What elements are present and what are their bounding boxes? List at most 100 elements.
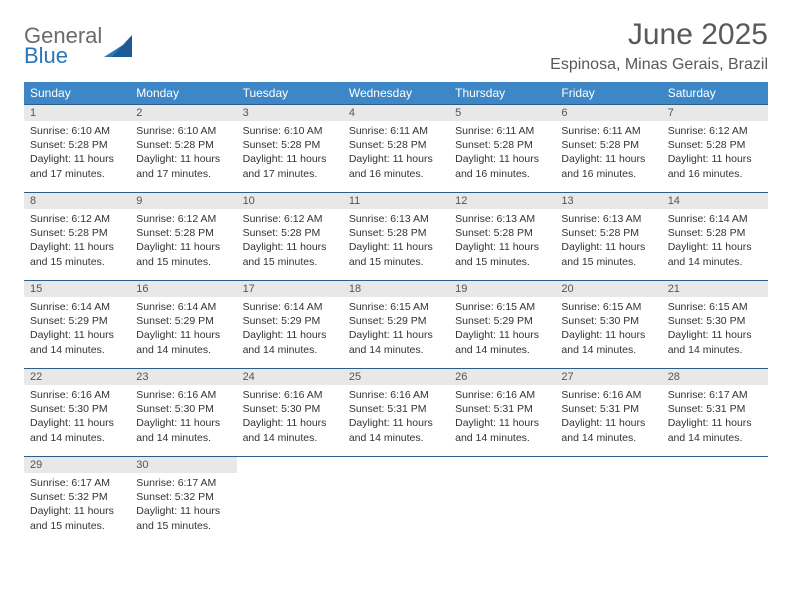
weekday-header: Saturday — [662, 82, 768, 105]
day-info: Sunrise: 6:14 AMSunset: 5:29 PMDaylight:… — [237, 297, 343, 361]
calendar-cell: 8Sunrise: 6:12 AMSunset: 5:28 PMDaylight… — [24, 193, 130, 281]
day-info: Sunrise: 6:13 AMSunset: 5:28 PMDaylight:… — [449, 209, 555, 273]
day-info: Sunrise: 6:16 AMSunset: 5:31 PMDaylight:… — [343, 385, 449, 449]
calendar-week-row: 8Sunrise: 6:12 AMSunset: 5:28 PMDaylight… — [24, 193, 768, 281]
day-number: 3 — [237, 105, 343, 121]
day-info: Sunrise: 6:11 AMSunset: 5:28 PMDaylight:… — [449, 121, 555, 185]
day-number: 24 — [237, 369, 343, 385]
calendar-cell: 22Sunrise: 6:16 AMSunset: 5:30 PMDayligh… — [24, 369, 130, 457]
day-number: 14 — [662, 193, 768, 209]
logo-word-blue: Blue — [24, 46, 102, 66]
calendar-cell — [662, 457, 768, 545]
day-number: 1 — [24, 105, 130, 121]
calendar-cell: 15Sunrise: 6:14 AMSunset: 5:29 PMDayligh… — [24, 281, 130, 369]
calendar-cell — [343, 457, 449, 545]
day-info: Sunrise: 6:12 AMSunset: 5:28 PMDaylight:… — [130, 209, 236, 273]
calendar-cell: 6Sunrise: 6:11 AMSunset: 5:28 PMDaylight… — [555, 105, 661, 193]
calendar-week-row: 22Sunrise: 6:16 AMSunset: 5:30 PMDayligh… — [24, 369, 768, 457]
day-info: Sunrise: 6:13 AMSunset: 5:28 PMDaylight:… — [343, 209, 449, 273]
day-number: 23 — [130, 369, 236, 385]
day-info: Sunrise: 6:10 AMSunset: 5:28 PMDaylight:… — [237, 121, 343, 185]
month-title: June 2025 — [550, 18, 768, 52]
day-number: 27 — [555, 369, 661, 385]
day-number: 6 — [555, 105, 661, 121]
calendar-body: 1Sunrise: 6:10 AMSunset: 5:28 PMDaylight… — [24, 105, 768, 545]
day-number: 20 — [555, 281, 661, 297]
calendar-cell: 4Sunrise: 6:11 AMSunset: 5:28 PMDaylight… — [343, 105, 449, 193]
calendar-week-row: 29Sunrise: 6:17 AMSunset: 5:32 PMDayligh… — [24, 457, 768, 545]
calendar-cell: 25Sunrise: 6:16 AMSunset: 5:31 PMDayligh… — [343, 369, 449, 457]
day-number: 13 — [555, 193, 661, 209]
title-block: June 2025 Espinosa, Minas Gerais, Brazil — [550, 18, 768, 74]
weekday-header-row: Sunday Monday Tuesday Wednesday Thursday… — [24, 82, 768, 105]
calendar-cell: 14Sunrise: 6:14 AMSunset: 5:28 PMDayligh… — [662, 193, 768, 281]
day-info: Sunrise: 6:17 AMSunset: 5:32 PMDaylight:… — [24, 473, 130, 537]
day-info: Sunrise: 6:10 AMSunset: 5:28 PMDaylight:… — [130, 121, 236, 185]
day-info: Sunrise: 6:14 AMSunset: 5:29 PMDaylight:… — [24, 297, 130, 361]
day-info: Sunrise: 6:11 AMSunset: 5:28 PMDaylight:… — [555, 121, 661, 185]
day-number: 22 — [24, 369, 130, 385]
calendar-cell: 21Sunrise: 6:15 AMSunset: 5:30 PMDayligh… — [662, 281, 768, 369]
calendar-cell: 20Sunrise: 6:15 AMSunset: 5:30 PMDayligh… — [555, 281, 661, 369]
day-number: 7 — [662, 105, 768, 121]
weekday-header: Monday — [130, 82, 236, 105]
day-info: Sunrise: 6:14 AMSunset: 5:28 PMDaylight:… — [662, 209, 768, 273]
weekday-header: Friday — [555, 82, 661, 105]
day-info: Sunrise: 6:17 AMSunset: 5:32 PMDaylight:… — [130, 473, 236, 537]
day-info: Sunrise: 6:15 AMSunset: 5:30 PMDaylight:… — [555, 297, 661, 361]
day-info: Sunrise: 6:12 AMSunset: 5:28 PMDaylight:… — [24, 209, 130, 273]
day-info: Sunrise: 6:16 AMSunset: 5:31 PMDaylight:… — [555, 385, 661, 449]
day-info: Sunrise: 6:12 AMSunset: 5:28 PMDaylight:… — [662, 121, 768, 185]
day-info: Sunrise: 6:13 AMSunset: 5:28 PMDaylight:… — [555, 209, 661, 273]
calendar-cell: 28Sunrise: 6:17 AMSunset: 5:31 PMDayligh… — [662, 369, 768, 457]
header-row: General Blue June 2025 Espinosa, Minas G… — [24, 18, 768, 74]
calendar-cell: 17Sunrise: 6:14 AMSunset: 5:29 PMDayligh… — [237, 281, 343, 369]
day-info: Sunrise: 6:17 AMSunset: 5:31 PMDaylight:… — [662, 385, 768, 449]
day-number: 10 — [237, 193, 343, 209]
day-info: Sunrise: 6:16 AMSunset: 5:31 PMDaylight:… — [449, 385, 555, 449]
day-number: 9 — [130, 193, 236, 209]
day-number: 16 — [130, 281, 236, 297]
calendar-cell: 19Sunrise: 6:15 AMSunset: 5:29 PMDayligh… — [449, 281, 555, 369]
day-number: 18 — [343, 281, 449, 297]
day-number: 4 — [343, 105, 449, 121]
calendar-cell: 24Sunrise: 6:16 AMSunset: 5:30 PMDayligh… — [237, 369, 343, 457]
weekday-header: Thursday — [449, 82, 555, 105]
day-number: 11 — [343, 193, 449, 209]
day-info: Sunrise: 6:16 AMSunset: 5:30 PMDaylight:… — [24, 385, 130, 449]
day-info: Sunrise: 6:11 AMSunset: 5:28 PMDaylight:… — [343, 121, 449, 185]
day-number: 17 — [237, 281, 343, 297]
day-info: Sunrise: 6:15 AMSunset: 5:30 PMDaylight:… — [662, 297, 768, 361]
day-number: 12 — [449, 193, 555, 209]
calendar-cell: 7Sunrise: 6:12 AMSunset: 5:28 PMDaylight… — [662, 105, 768, 193]
calendar-cell: 2Sunrise: 6:10 AMSunset: 5:28 PMDaylight… — [130, 105, 236, 193]
logo: General Blue — [24, 18, 132, 66]
day-info: Sunrise: 6:14 AMSunset: 5:29 PMDaylight:… — [130, 297, 236, 361]
calendar-cell: 10Sunrise: 6:12 AMSunset: 5:28 PMDayligh… — [237, 193, 343, 281]
day-number: 5 — [449, 105, 555, 121]
calendar-cell: 11Sunrise: 6:13 AMSunset: 5:28 PMDayligh… — [343, 193, 449, 281]
calendar-week-row: 1Sunrise: 6:10 AMSunset: 5:28 PMDaylight… — [24, 105, 768, 193]
calendar-cell: 29Sunrise: 6:17 AMSunset: 5:32 PMDayligh… — [24, 457, 130, 545]
calendar-cell: 13Sunrise: 6:13 AMSunset: 5:28 PMDayligh… — [555, 193, 661, 281]
calendar-cell — [555, 457, 661, 545]
calendar-cell: 27Sunrise: 6:16 AMSunset: 5:31 PMDayligh… — [555, 369, 661, 457]
day-info: Sunrise: 6:15 AMSunset: 5:29 PMDaylight:… — [343, 297, 449, 361]
day-info: Sunrise: 6:16 AMSunset: 5:30 PMDaylight:… — [237, 385, 343, 449]
day-number: 26 — [449, 369, 555, 385]
day-info: Sunrise: 6:10 AMSunset: 5:28 PMDaylight:… — [24, 121, 130, 185]
calendar-cell: 1Sunrise: 6:10 AMSunset: 5:28 PMDaylight… — [24, 105, 130, 193]
calendar-cell: 30Sunrise: 6:17 AMSunset: 5:32 PMDayligh… — [130, 457, 236, 545]
calendar-cell — [449, 457, 555, 545]
calendar-cell: 5Sunrise: 6:11 AMSunset: 5:28 PMDaylight… — [449, 105, 555, 193]
calendar-cell: 26Sunrise: 6:16 AMSunset: 5:31 PMDayligh… — [449, 369, 555, 457]
day-number: 21 — [662, 281, 768, 297]
calendar-cell: 18Sunrise: 6:15 AMSunset: 5:29 PMDayligh… — [343, 281, 449, 369]
calendar-cell: 9Sunrise: 6:12 AMSunset: 5:28 PMDaylight… — [130, 193, 236, 281]
calendar-cell: 23Sunrise: 6:16 AMSunset: 5:30 PMDayligh… — [130, 369, 236, 457]
calendar-cell: 16Sunrise: 6:14 AMSunset: 5:29 PMDayligh… — [130, 281, 236, 369]
day-number: 30 — [130, 457, 236, 473]
location-text: Espinosa, Minas Gerais, Brazil — [550, 56, 768, 74]
calendar-table: Sunday Monday Tuesday Wednesday Thursday… — [24, 82, 768, 545]
weekday-header: Sunday — [24, 82, 130, 105]
